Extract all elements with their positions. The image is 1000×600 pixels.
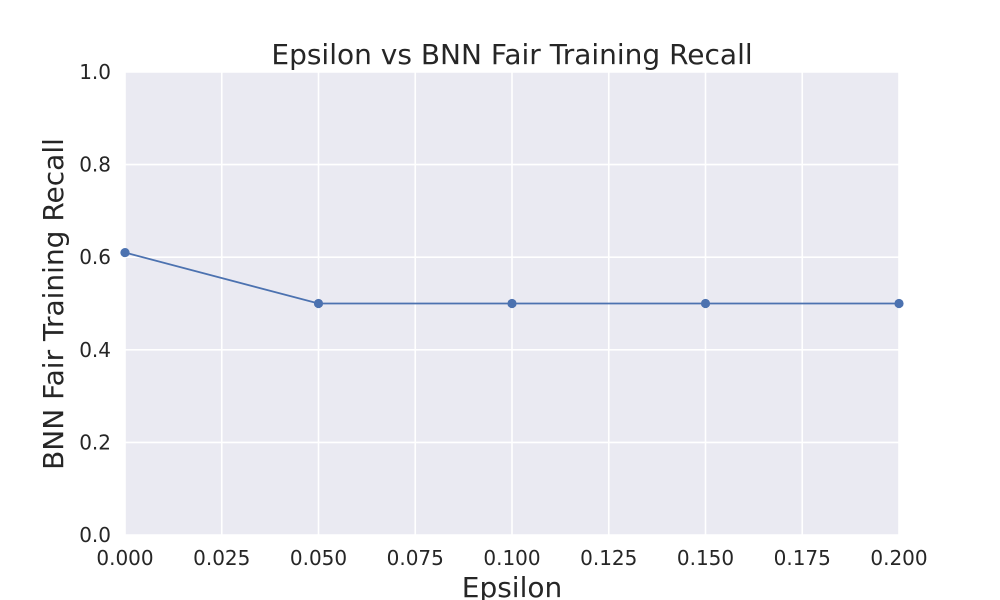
y-tick-label: 0.6 bbox=[79, 245, 111, 269]
x-tick-label: 0.200 bbox=[870, 546, 927, 570]
x-tick-label: 0.050 bbox=[290, 546, 347, 570]
chart-title: Epsilon vs BNN Fair Training Recall bbox=[271, 38, 752, 71]
x-tick-label: 0.175 bbox=[774, 546, 831, 570]
data-point bbox=[120, 247, 130, 258]
x-tick-label: 0.025 bbox=[193, 546, 250, 570]
data-point bbox=[313, 298, 324, 309]
x-tick-label: 0.150 bbox=[677, 546, 734, 570]
grid bbox=[124, 71, 900, 536]
y-tick-label: 0.2 bbox=[79, 430, 111, 454]
series-layer bbox=[120, 247, 904, 309]
tick-labels: 0.000 0.025 0.050 0.075 0.100 0.125 0.150 0.175… bbox=[79, 60, 927, 570]
y-axis-label: BNN Fair Training Recall bbox=[37, 138, 70, 470]
y-tick-label: 0.4 bbox=[79, 338, 111, 362]
x-tick-label: 0.100 bbox=[483, 546, 540, 570]
data-point bbox=[507, 298, 517, 309]
data-point bbox=[894, 298, 904, 309]
y-tick-label: 0.8 bbox=[79, 153, 111, 177]
x-axis-label: Epsilon bbox=[462, 571, 563, 600]
x-tick-label: 0.075 bbox=[387, 546, 444, 570]
data-point bbox=[700, 298, 711, 309]
x-tick-label: 0.125 bbox=[580, 546, 637, 570]
y-tick-label: 0.0 bbox=[79, 523, 111, 547]
y-tick-label: 1.0 bbox=[79, 60, 111, 84]
x-tick-label: 0.000 bbox=[96, 546, 153, 570]
